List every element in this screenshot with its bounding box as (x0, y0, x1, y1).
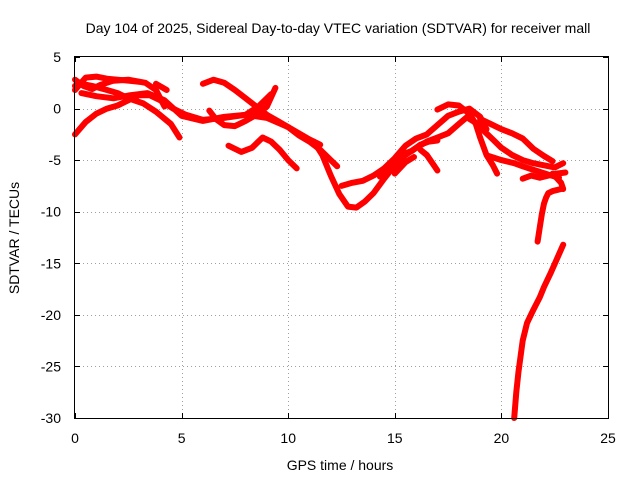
tick-layer: 0 5 10 15 20 25 5 0 -5 -10 -15 -20 -25 -30 (41, 49, 616, 446)
series-layer (72, 73, 569, 421)
series-arc3 (72, 76, 168, 110)
y-axis-label: SDTVAR / TECUs (6, 182, 22, 294)
series-arc10 (310, 113, 471, 211)
series-arc6 (153, 80, 170, 93)
x-tick-label: 5 (178, 430, 186, 446)
y-tick-label: -5 (49, 152, 62, 168)
x-tick-label: 25 (600, 430, 616, 446)
series-arc17 (477, 115, 556, 165)
y-tick-label: -15 (41, 255, 61, 271)
series-arc5 (78, 90, 324, 148)
y-tick-label: -20 (41, 307, 61, 323)
series-arc14 (417, 146, 441, 174)
y-tick-label: -10 (41, 204, 61, 220)
y-tick-label: -30 (41, 410, 61, 426)
x-tick-label: 20 (494, 430, 510, 446)
x-tick-label: 15 (387, 430, 403, 446)
series-arc21 (534, 186, 565, 245)
y-tick-label: -25 (41, 358, 61, 374)
series-arc19 (519, 169, 569, 182)
chart-title: Day 104 of 2025, Sidereal Day-to-day VTE… (86, 20, 591, 36)
series-arc22 (511, 241, 567, 421)
x-tick-label: 0 (71, 430, 79, 446)
series-arc16 (466, 115, 567, 171)
series-arc12 (376, 137, 441, 180)
x-axis-label: GPS time / hours (287, 457, 394, 473)
plot-frame (74, 56, 609, 419)
series-arc13 (391, 154, 417, 177)
x-tick-label: 10 (280, 430, 296, 446)
series-arc9 (225, 134, 300, 172)
series-arc1 (72, 80, 183, 141)
y-tick-label: 0 (53, 101, 61, 117)
series-arc8 (206, 84, 279, 130)
y-tick-label: 5 (53, 49, 61, 65)
